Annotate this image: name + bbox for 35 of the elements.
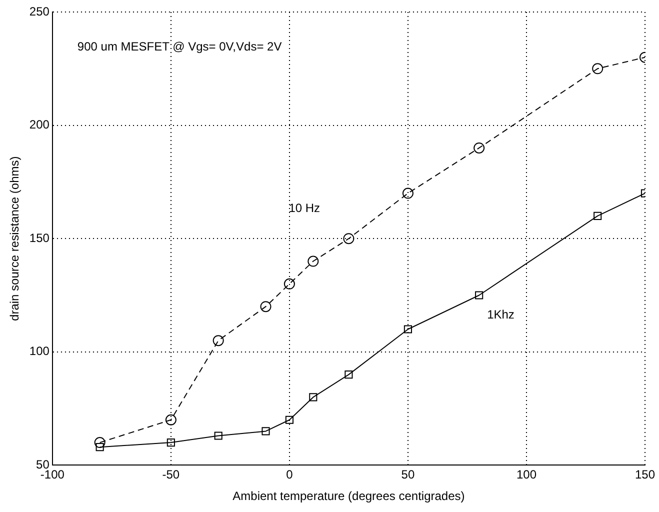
y-tick-label: 200 xyxy=(29,118,50,132)
point xyxy=(594,212,602,220)
series-label: 1Khz xyxy=(487,308,514,322)
x-tick-label: -50 xyxy=(162,468,180,482)
x-tick-label: 150 xyxy=(634,468,656,482)
x-axis-title: Ambient temperature (degrees centigrades) xyxy=(232,489,465,504)
annotation: 900 um MESFET @ Vgs= 0V,Vds= 2V xyxy=(77,39,282,54)
point xyxy=(284,278,295,290)
point xyxy=(474,142,485,154)
point xyxy=(592,63,604,74)
point xyxy=(344,370,353,379)
text: 10 Hz xyxy=(288,200,320,215)
point xyxy=(165,414,176,426)
point xyxy=(214,432,222,440)
point xyxy=(309,393,318,402)
point xyxy=(96,443,104,452)
point xyxy=(475,291,484,300)
point xyxy=(212,335,224,346)
point xyxy=(285,416,294,424)
point xyxy=(343,233,354,244)
y-tick-label: 250 xyxy=(29,4,50,18)
point xyxy=(94,437,106,448)
point xyxy=(308,256,319,267)
point xyxy=(260,301,272,312)
point xyxy=(404,325,412,334)
x-tick-label: -100 xyxy=(40,468,65,482)
point xyxy=(402,188,414,199)
point xyxy=(262,427,270,436)
y-tick-label: 150 xyxy=(29,230,50,245)
x-tick-label: 0 xyxy=(286,468,294,482)
point xyxy=(166,438,175,447)
x-tick-label: 50 xyxy=(401,468,415,482)
y-tick-label: 100 xyxy=(29,344,50,358)
y-axis-title: drain source resistance (ohms) xyxy=(8,156,22,321)
x-tick-label: 100 xyxy=(516,468,537,482)
